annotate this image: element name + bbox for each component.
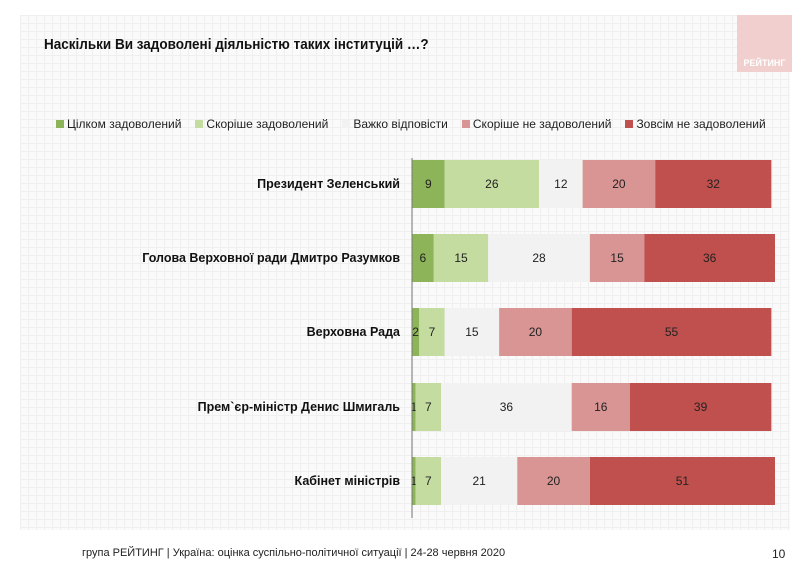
data-label: 26 [485,177,499,191]
bar-segment [539,160,583,208]
data-label: 20 [612,177,626,191]
bar-segment [412,383,416,431]
data-label: 32 [707,177,721,191]
data-label: 21 [472,474,486,488]
data-label: 36 [703,251,717,265]
bar-segment [582,160,656,208]
bar-segment [589,457,775,505]
bar-segment [441,457,518,505]
legend-swatch [625,120,634,128]
category-label: Президент Зеленський [257,177,400,191]
bar-segment [412,308,420,356]
data-label: 7 [425,400,432,414]
bar-segment [433,234,489,282]
data-label: 55 [665,325,679,339]
legend-label: Скоріше задоволений [206,117,329,131]
data-label: 12 [554,177,568,191]
data-label: 36 [500,400,514,414]
logo-text: РЕЙТИНГ [743,58,786,68]
legend-label: Важко відповісти [353,117,448,131]
legend-label: Зовсім не задоволений [636,117,766,131]
data-label: 7 [429,325,436,339]
data-label: 16 [594,400,608,414]
bar-segment [441,383,572,431]
data-label: 15 [610,251,624,265]
rating-logo: РЕЙТИНГ [737,15,792,72]
legend-item: Скоріше не задоволений [461,117,612,131]
bar-segment [629,383,772,431]
legend-swatch [461,120,470,128]
bar-segment [488,234,590,282]
legend-item: Скоріше задоволений [195,117,328,131]
legend-swatch [342,120,351,128]
data-label: 2 [412,325,419,339]
bar-segment [412,457,416,505]
data-label: 1 [410,474,417,488]
legend: Цілком задоволений Скоріше задоволений Важ… [56,117,766,131]
legend-swatch [56,120,64,128]
bar-segment [499,308,572,356]
page-number: 10 [772,547,786,561]
data-label: 9 [425,177,432,191]
data-label: 51 [676,474,690,488]
data-label: 15 [465,325,479,339]
category-label: Кабінет міністрів [295,474,401,488]
bar-segment [589,234,645,282]
data-label: 20 [547,474,561,488]
bar-segment [655,160,772,208]
bar-segment [444,160,540,208]
data-label: 39 [694,400,708,414]
data-label: 1 [410,400,417,414]
bar-segment [571,308,772,356]
bar-segment [517,457,590,505]
data-label: 15 [454,251,468,265]
data-label: 7 [425,474,432,488]
legend-item: Зовсім не задоволений [625,117,766,131]
chart-title: Наскільки Ви задоволені діяльністю таких… [44,36,429,53]
category-label: Прем`єр-міністр Денис Шмигаль [198,400,401,414]
bar-segment [412,160,445,208]
footer-text: група РЕЙТИНГ | Україна: оцінка суспільн… [82,547,506,559]
data-label: 6 [420,251,427,265]
category-label: Голова Верховної ради Дмитро Разумков [142,251,400,265]
data-label: 20 [529,325,543,339]
bar-segment [415,457,442,505]
bar-segment [644,234,775,282]
legend-label: Цілком задоволений [67,117,182,131]
bar-segment [419,308,445,356]
legend-item: Цілком задоволений [56,117,181,131]
bar-segment [444,308,500,356]
category-label: Верховна Рада [307,325,401,339]
legend-item: Важко відповісти [342,117,448,131]
legend-label: Скоріше не задоволений [472,117,612,131]
bar-segment [415,383,442,431]
bar-segment [412,234,434,282]
data-label: 28 [532,251,546,265]
legend-swatch [195,120,204,128]
bar-segment [571,383,630,431]
